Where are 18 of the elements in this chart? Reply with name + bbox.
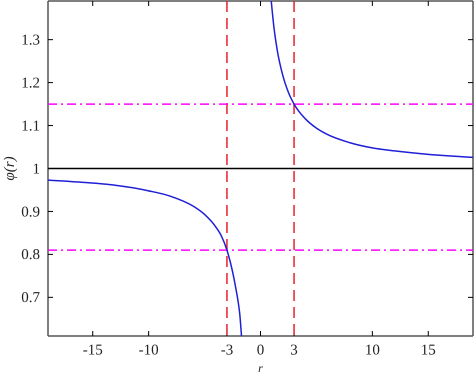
x-tick-label: 3 xyxy=(290,342,298,359)
x-axis-title: r xyxy=(258,361,264,375)
y-tick-label: 0.7 xyxy=(21,290,40,306)
x-tick-label: 15 xyxy=(420,342,436,359)
line-series xyxy=(47,179,242,337)
x-tick-label: 0 xyxy=(256,342,264,359)
x-tick-label: -10 xyxy=(138,342,159,359)
y-tick-label: 0.8 xyxy=(21,247,40,264)
x-tick-label: 10 xyxy=(364,342,380,359)
y-tick-label: 1.1 xyxy=(21,118,40,134)
y-tick-label: 1.2 xyxy=(21,75,40,92)
y-tick-label: 0.9 xyxy=(21,204,40,220)
x-tick-label: -3 xyxy=(220,342,234,359)
y-tick-label: 1 xyxy=(32,161,40,178)
y-axis-title: φ(r) xyxy=(2,156,18,181)
y-tick-label: 1.3 xyxy=(21,32,40,48)
line-series xyxy=(270,0,474,158)
x-tick-label: -15 xyxy=(82,342,103,359)
